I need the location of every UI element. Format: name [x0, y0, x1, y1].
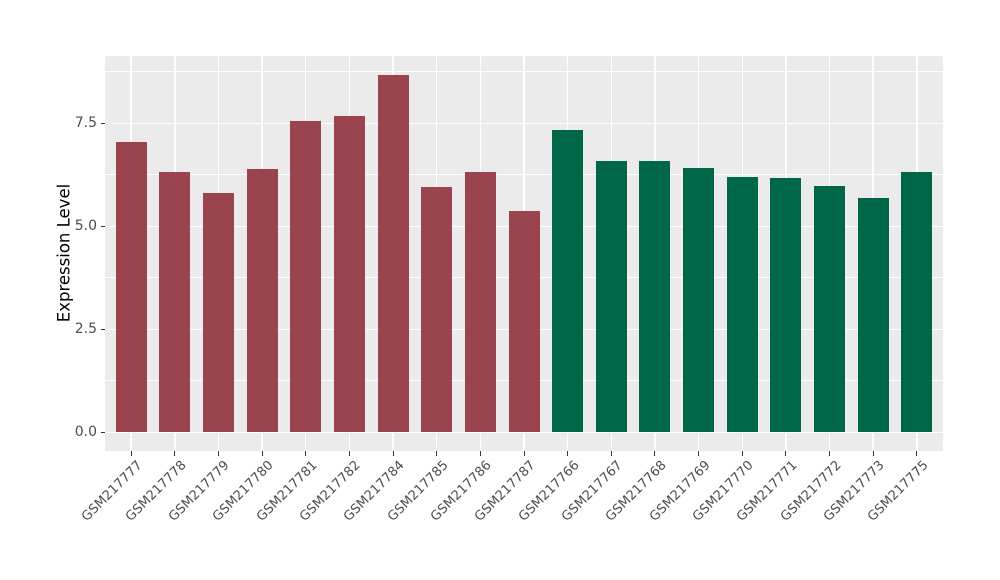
x-tick-mark: [698, 451, 700, 456]
bar-GSM217786: [464, 171, 496, 433]
major-gridline: [105, 431, 943, 433]
y-tick-mark: [100, 225, 105, 227]
x-tick-mark: [785, 451, 787, 456]
x-tick-mark: [305, 451, 307, 456]
x-tick-mark: [436, 451, 438, 456]
bar-GSM217779: [202, 193, 234, 433]
bar-GSM217768: [639, 160, 671, 433]
bar-GSM217787: [508, 211, 540, 433]
y-axis-title: Expression Level: [54, 183, 74, 323]
bar-GSM217772: [814, 185, 846, 433]
bar-GSM217771: [770, 178, 802, 433]
x-tick-mark: [261, 451, 263, 456]
y-tick-label: 5.0: [74, 218, 97, 235]
bar-GSM217770: [726, 176, 758, 433]
x-tick-mark: [392, 451, 394, 456]
x-tick-mark: [130, 451, 132, 456]
minor-gridline: [105, 71, 943, 73]
bar-GSM217773: [857, 197, 889, 433]
x-tick-mark: [610, 451, 612, 456]
x-tick-mark: [741, 451, 743, 456]
bar-GSM217769: [683, 168, 715, 433]
x-tick-mark: [479, 451, 481, 456]
minor-gridline: [105, 174, 943, 176]
x-tick-mark: [348, 451, 350, 456]
plot-panel: [105, 56, 943, 451]
bar-GSM217775: [901, 171, 933, 433]
x-tick-mark: [872, 451, 874, 456]
x-tick-mark: [523, 451, 525, 456]
bar-GSM217766: [552, 129, 584, 433]
bar-GSM217780: [246, 169, 278, 433]
y-tick-label: 0.0: [74, 424, 97, 441]
y-tick-label: 2.5: [74, 321, 97, 338]
x-tick-mark: [567, 451, 569, 456]
y-tick-mark: [100, 122, 105, 124]
x-tick-mark: [217, 451, 219, 456]
y-tick-mark: [100, 431, 105, 433]
x-tick-mark: [829, 451, 831, 456]
x-tick-mark: [916, 451, 918, 456]
major-gridline: [105, 122, 943, 124]
y-tick-mark: [100, 328, 105, 330]
bar-GSM217785: [421, 186, 453, 433]
bar-GSM217784: [377, 74, 409, 433]
bar-GSM217782: [333, 115, 365, 433]
bar-GSM217767: [595, 161, 627, 433]
x-tick-mark: [654, 451, 656, 456]
bar-GSM217778: [159, 171, 191, 433]
bar-GSM217777: [115, 141, 147, 433]
x-tick-mark: [174, 451, 176, 456]
bar-GSM217781: [290, 120, 322, 433]
y-tick-label: 7.5: [74, 115, 97, 132]
